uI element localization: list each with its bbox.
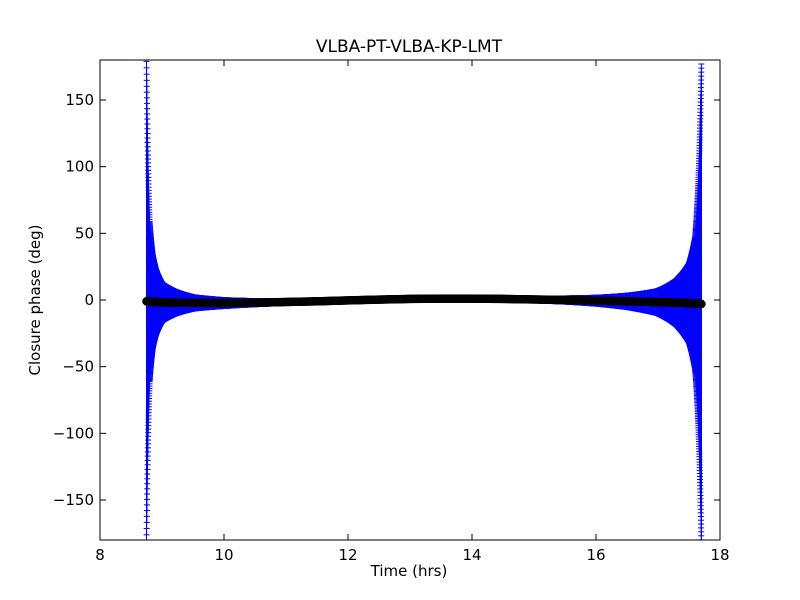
x-tick-label: 18 (710, 546, 729, 564)
x-tick-label: 14 (462, 546, 481, 564)
x-tick-label: 12 (338, 546, 357, 564)
y-tick-label: 0 (84, 291, 94, 309)
y-axis-label: Closure phase (deg) (26, 225, 44, 376)
y-tick-label: −150 (53, 491, 94, 509)
data-point (697, 299, 706, 309)
plot-marks (142, 60, 706, 541)
x-tick-label: 16 (586, 546, 605, 564)
y-tick-label: −50 (62, 358, 94, 376)
chart-title: VLBA-PT-VLBA-KP-LMT (316, 37, 503, 57)
plot-frame (99, 59, 721, 541)
x-tick-label: 10 (214, 546, 233, 564)
y-tick-label: 100 (65, 158, 94, 176)
y-tick-label: −100 (53, 424, 94, 442)
x-tick-label: 8 (95, 546, 105, 564)
x-axis-label: Time (hrs) (370, 562, 448, 580)
axis-ticks: 8 10 12 14 16 18 −150 −100 −50 0 50 100 150 (53, 60, 730, 564)
y-tick-label: 150 (65, 91, 94, 109)
y-tick-label: 50 (75, 224, 94, 242)
